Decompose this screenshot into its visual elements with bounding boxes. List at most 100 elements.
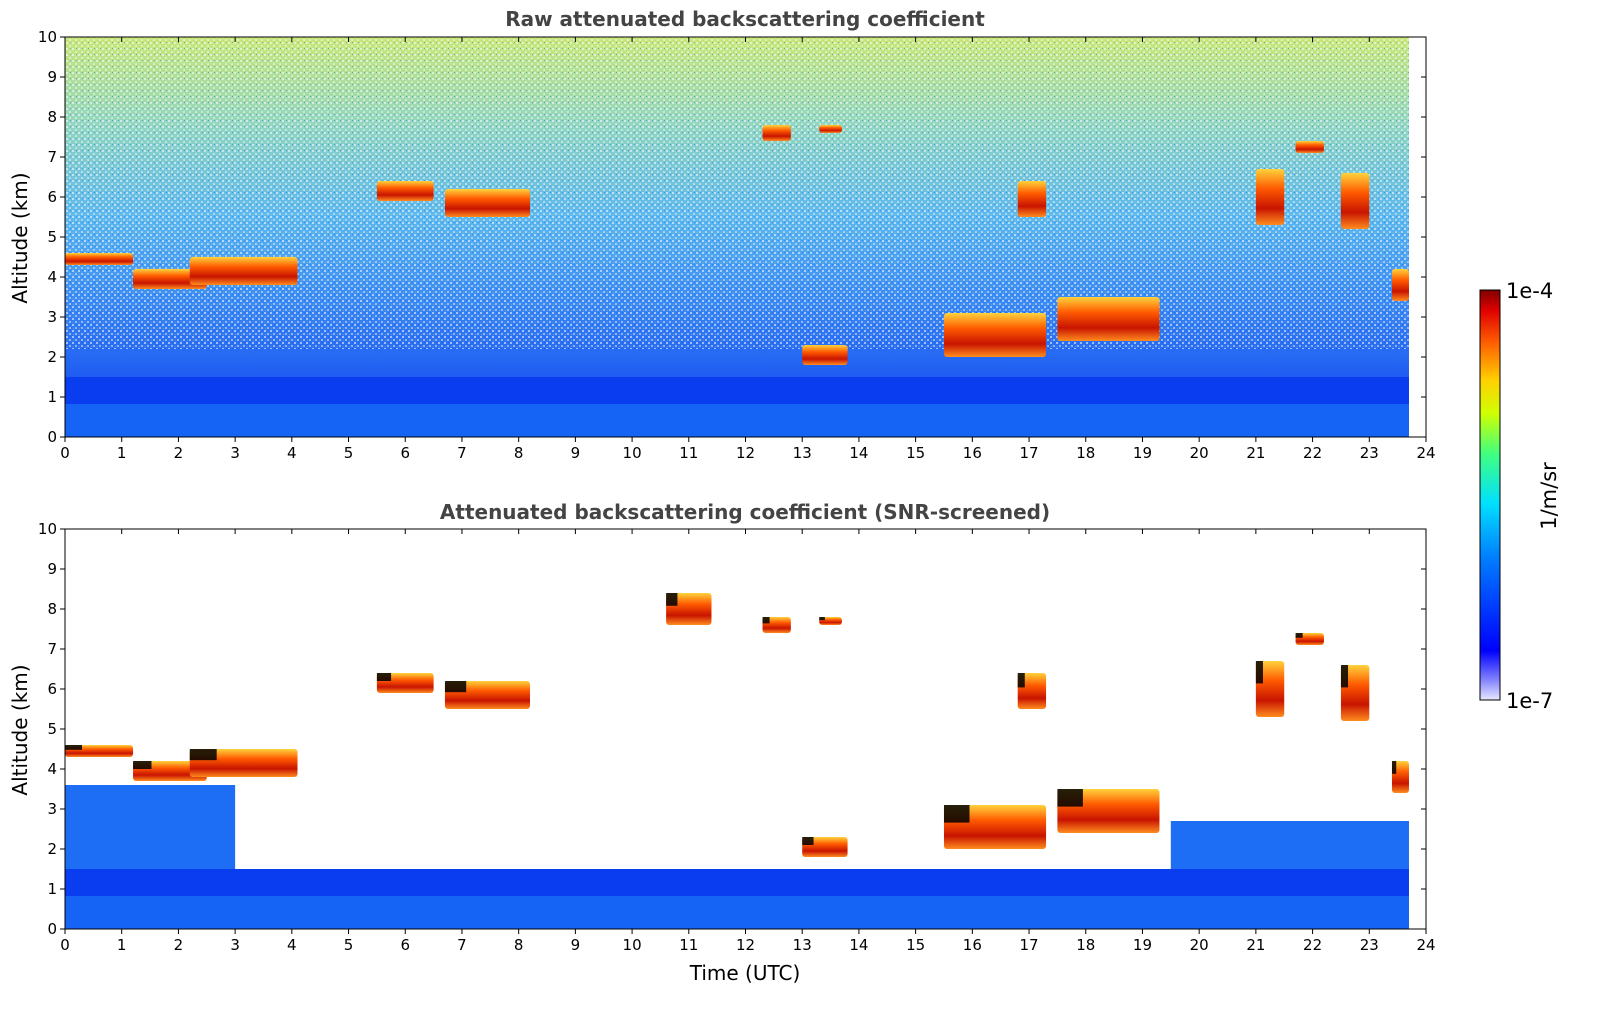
panel-screened-x-tick-label-16: 16 <box>963 936 982 954</box>
panel-screened-x-tick-label-14: 14 <box>849 936 868 954</box>
panel-raw-y-tick-label-6: 6 <box>47 188 57 206</box>
panel-screened-attenuated-mark-5 <box>189 749 217 761</box>
panel-raw-cloud-layer-12 <box>1255 169 1285 225</box>
panel-screened-attenuated-mark-10 <box>819 617 825 621</box>
panel-raw-x-tick-label-12: 12 <box>736 444 755 462</box>
panel-screened-x-tick-label-1: 1 <box>117 936 127 954</box>
panel-screened: Attenuated backscattering coefficient (S… <box>8 500 1436 985</box>
panel-screened-x-tick-label-22: 22 <box>1303 936 1322 954</box>
panel-raw-x-tick-label-23: 23 <box>1360 444 1379 462</box>
panel-raw-cloud-layer-1 <box>65 253 134 265</box>
panel-screened-y-axis-label: Altitude (km) <box>8 664 32 795</box>
panel-raw-y-tick-label-10: 10 <box>38 28 57 46</box>
panel-screened-attenuated-mark-17 <box>1340 665 1349 688</box>
panel-raw-x-tick-label-0: 0 <box>60 444 70 462</box>
panel-raw-y-tick-label-2: 2 <box>47 348 57 366</box>
colorbar-unit-label: 1/m/sr <box>1537 462 1561 530</box>
colorbar: 1e-4 1e-7 1/m/sr <box>1479 279 1561 713</box>
panel-raw-x-tick-label-24: 24 <box>1416 444 1435 462</box>
panel-raw-x-tick-label-7: 7 <box>457 444 467 462</box>
panel-screened-x-tick-label-9: 9 <box>571 936 581 954</box>
panel-raw-x-tick-label-14: 14 <box>849 444 868 462</box>
panel-raw-x-tick-label-9: 9 <box>571 444 581 462</box>
panel-screened-aerosol-layer-2 <box>1170 821 1409 869</box>
panel-screened-attenuated-mark-13 <box>1017 673 1025 688</box>
panel-screened-x-tick-label-0: 0 <box>60 936 70 954</box>
panel-screened-x-tick-label-10: 10 <box>623 936 642 954</box>
panel-screened-attenuated-mark-11 <box>802 837 814 845</box>
panel-screened-x-tick-label-17: 17 <box>1019 936 1038 954</box>
panel-raw-x-tick-label-13: 13 <box>793 444 812 462</box>
panel-raw-y-tick-label-5: 5 <box>47 228 57 246</box>
panel-raw-x-tick-label-10: 10 <box>623 444 642 462</box>
panel-screened-x-tick-label-7: 7 <box>457 936 467 954</box>
panel-raw-x-tick-label-4: 4 <box>287 444 297 462</box>
panel-raw-y-tick-label-8: 8 <box>47 108 57 126</box>
panel-screened-x-axis-label: Time (UTC) <box>689 961 801 985</box>
panel-screened-x-tick-label-20: 20 <box>1190 936 1209 954</box>
panel-screened-attenuated-mark-7 <box>444 681 467 693</box>
panel-screened-attenuated-mark-18 <box>1391 761 1397 774</box>
panel-raw: Raw attenuated backscattering coefficien… <box>8 7 1436 462</box>
panel-screened-plot-area: 0 1 2 3 4 5 6 7 8 9 10 11 12 13 14 15 16 17 18 19 20 21 22 23 24… <box>38 520 1436 954</box>
panel-raw-y-tick-label-3: 3 <box>47 308 57 326</box>
panel-screened-x-tick-label-18: 18 <box>1076 936 1095 954</box>
panel-raw-cloud-layer-6 <box>762 125 791 141</box>
panel-screened-y-tick-label-6: 6 <box>47 680 57 698</box>
panel-raw-x-tick-label-19: 19 <box>1133 444 1152 462</box>
panel-raw-cloud-layer-9 <box>943 313 1047 357</box>
panel-screened-x-tick-label-6: 6 <box>400 936 410 954</box>
panel-raw-cloud-layer-10 <box>1017 181 1047 217</box>
panel-raw-cloud-layer-2 <box>133 269 207 289</box>
panel-raw-x-tick-label-20: 20 <box>1190 444 1209 462</box>
panel-raw-cloud-layer-8 <box>802 345 848 365</box>
panel-screened-attenuated-mark-8 <box>666 593 678 606</box>
panel-screened-x-tick-label-11: 11 <box>679 936 698 954</box>
panel-raw-x-tick-label-6: 6 <box>400 444 410 462</box>
panel-screened-y-tick-label-9: 9 <box>47 560 57 578</box>
panel-screened-y-tick-label-7: 7 <box>47 640 57 658</box>
panel-screened-y-tick-label-3: 3 <box>47 800 57 818</box>
panel-raw-cloud-layer-7 <box>819 125 842 133</box>
panel-raw-cloud-layer-4 <box>376 181 434 201</box>
panel-raw-x-tick-label-17: 17 <box>1019 444 1038 462</box>
panel-screened-attenuated-mark-3 <box>65 745 83 750</box>
panel-raw-y-tick-label-0: 0 <box>47 428 57 446</box>
panel-raw-cloud-layer-3 <box>189 257 298 285</box>
panel-raw-x-tick-label-15: 15 <box>906 444 925 462</box>
panel-raw-cloud-layer-14 <box>1340 173 1370 229</box>
panel-raw-x-tick-label-11: 11 <box>679 444 698 462</box>
panel-raw-x-tick-label-8: 8 <box>514 444 524 462</box>
panel-screened-x-tick-label-5: 5 <box>344 936 354 954</box>
panel-raw-x-tick-label-2: 2 <box>174 444 184 462</box>
panel-screened-attenuated-mark-12 <box>943 805 970 823</box>
panel-raw-cloud-layer-13 <box>1295 141 1324 153</box>
panel-raw-cloud-layer-5 <box>444 189 531 217</box>
panel-screened-x-tick-label-19: 19 <box>1133 936 1152 954</box>
colorbar-max-label: 1e-4 <box>1506 279 1553 303</box>
panel-screened-boundary-layer-band-0 <box>65 896 1409 929</box>
panel-screened-title: Attenuated backscattering coefficient (S… <box>440 500 1050 524</box>
panel-screened-y-tick-label-8: 8 <box>47 600 57 618</box>
panel-screened-boundary-layer-0 <box>65 869 1409 929</box>
panel-raw-x-tick-label-16: 16 <box>963 444 982 462</box>
panel-screened-x-tick-label-13: 13 <box>793 936 812 954</box>
colorbar-gradient <box>1479 289 1501 701</box>
panel-raw-y-tick-label-9: 9 <box>47 68 57 86</box>
panel-screened-x-tick-label-3: 3 <box>230 936 240 954</box>
panel-screened-attenuated-mark-4 <box>133 761 152 769</box>
panel-raw-y-tick-label-1: 1 <box>47 388 57 406</box>
panel-raw-x-tick-label-5: 5 <box>344 444 354 462</box>
raw-noise-speckle <box>65 37 1409 349</box>
panel-screened-attenuated-mark-15 <box>1255 661 1263 684</box>
panel-raw-boundary-layer-0 <box>65 377 1409 437</box>
panel-screened-y-tick-label-0: 0 <box>47 920 57 938</box>
panel-screened-attenuated-mark-9 <box>762 617 770 624</box>
panel-screened-attenuated-mark-6 <box>376 673 392 681</box>
panel-screened-x-tick-label-23: 23 <box>1360 936 1379 954</box>
panel-screened-aerosol-layer-1 <box>65 785 236 869</box>
panel-screened-y-tick-label-4: 4 <box>47 760 57 778</box>
panel-raw-y-axis-label: Altitude (km) <box>8 172 32 303</box>
panel-raw-cloud-layer-11 <box>1057 297 1160 341</box>
